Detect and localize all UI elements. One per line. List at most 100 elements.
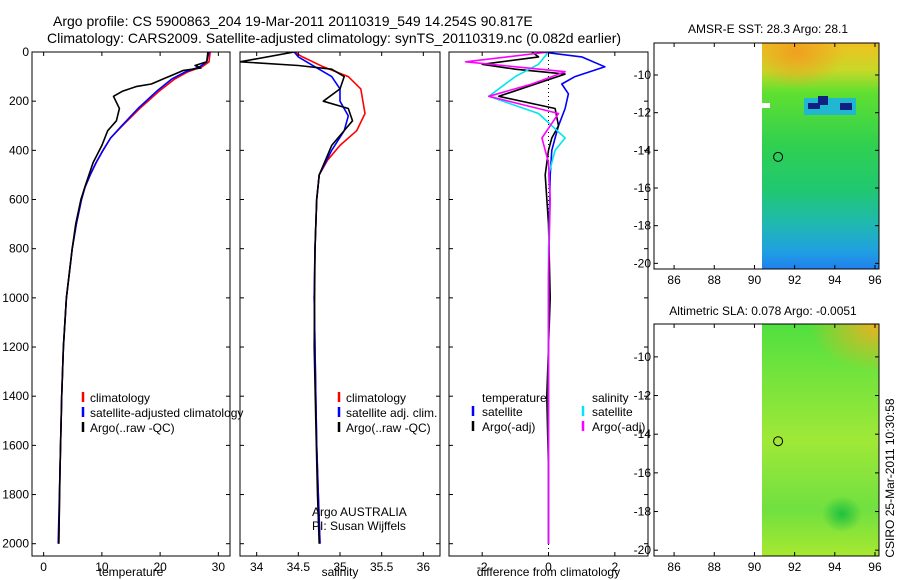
map-y-tick-label: -18 <box>634 505 652 519</box>
sst-map-title: AMSR-E SST: 28.3 Argo: 28.1 <box>688 22 848 36</box>
legend-entry: Argo(..raw -QC) <box>346 421 431 435</box>
legend-entry: satellite <box>482 405 523 419</box>
plot-frame <box>239 51 441 557</box>
map-y-tick-label: -12 <box>634 106 652 120</box>
map-x-tick-label: 92 <box>788 560 802 574</box>
map-y-tick-label: -14 <box>634 427 652 441</box>
legend-entry: satellite <box>592 405 633 419</box>
x-tick-label: 0 <box>40 560 47 574</box>
series-line-salinity-argo-adj- <box>464 52 566 544</box>
legend-entry: Argo(-adj) <box>482 420 535 434</box>
y-tick-label: 1600 <box>2 438 29 452</box>
map-y-tick-label: -14 <box>634 143 652 157</box>
x-tick-label: 2 <box>611 560 618 574</box>
map-x-tick-label: 88 <box>708 560 722 574</box>
sst-axis-ticks: 86 88 90 92 94 96 -10 -12 -14 -16 -18 -20 <box>634 43 882 287</box>
x-tick-label: 0 <box>545 560 552 574</box>
map-y-tick-label: -10 <box>634 68 652 82</box>
legend-entry: climatology <box>90 391 150 405</box>
x-axis-label: difference from climatology <box>477 565 620 579</box>
x-tick-label: 36 <box>417 560 431 574</box>
sla-map-title: Altimetric SLA: 0.078 Argo: -0.0051 <box>669 304 857 318</box>
sla-axis-ticks: 86 88 90 92 94 96 -10 -12 -14 -16 -18 -20 <box>634 324 882 574</box>
legend-entry: climatology <box>346 391 406 405</box>
sst-cold-pixel <box>840 103 852 110</box>
map-y-tick-label: -20 <box>634 256 652 270</box>
y-tick-label: 1200 <box>2 340 29 354</box>
x-tick-label: 20 <box>153 560 167 574</box>
x-tick-label: 30 <box>212 560 226 574</box>
legend-entry: satellite adj. clim. <box>346 406 437 420</box>
map-x-tick-label: 96 <box>868 273 882 287</box>
series-line-argo-raw-qc- <box>240 52 354 544</box>
sst-map-frame <box>653 42 880 270</box>
map-y-tick-label: -10 <box>634 350 652 364</box>
y-tick-label: 0 <box>22 45 29 59</box>
series-group <box>240 52 366 544</box>
sst-warm-patch <box>762 43 879 133</box>
map-x-tick-label: 94 <box>828 560 842 574</box>
x-tick-label: -2 <box>477 560 488 574</box>
map-y-tick-label: -20 <box>634 543 652 557</box>
y-tick-label: 1000 <box>2 291 29 305</box>
sst-map-panel: AMSR-E SST: 28.3 Argo: 28.1 86 88 90 92 94 96… <box>634 22 882 287</box>
sla-argo-marker <box>773 436 784 447</box>
legend-header: temperature <box>482 391 547 405</box>
series-group <box>57 52 211 544</box>
map-x-tick-label: 86 <box>667 273 681 287</box>
series-line-satellite-adj-clim- <box>293 52 350 544</box>
salinity-profile-panel: 34 34.5 35 35.5 36 salinity climatologysatelli… <box>239 51 441 579</box>
sla-map-panel: Altimetric SLA: 0.078 Argo: -0.0051 86 88… <box>634 304 882 574</box>
temperature-profile-panel: 0 10 20 30 0 200 400 600 800 1000 1200 1400 1600 1800… <box>2 45 243 579</box>
map-x-tick-label: 92 <box>788 273 802 287</box>
plot-frame <box>31 51 231 557</box>
map-y-tick-label: -12 <box>634 389 652 403</box>
sst-argo-marker <box>773 151 784 162</box>
map-x-tick-label: 90 <box>748 273 762 287</box>
y-tick-label: 1800 <box>2 488 29 502</box>
figure-title-line1: Argo profile: CS 5900863_204 19-Mar-2011… <box>53 13 533 29</box>
figure-title-line2: Climatology: CARS2009. Satellite-adjuste… <box>47 30 621 46</box>
y-tick-label: 200 <box>9 94 29 108</box>
series-line-climatology <box>293 52 366 544</box>
map-x-tick-label: 96 <box>868 560 882 574</box>
y-tick-label: 2000 <box>2 537 29 551</box>
map-x-tick-label: 86 <box>667 560 681 574</box>
x-tick-label: 10 <box>95 560 109 574</box>
sst-cold-band <box>804 98 856 115</box>
x-axis-label: temperature <box>99 565 164 579</box>
x-tick-label: 35.5 <box>370 560 394 574</box>
map-x-tick-label: 94 <box>828 273 842 287</box>
sst-missing-patch <box>762 103 770 108</box>
legend-entry: satellite-adjusted climatology <box>90 406 243 420</box>
legend-header: salinity <box>592 391 629 405</box>
footer-credit: CSIRO 25-Mar-2011 10:30:58 <box>883 398 897 558</box>
map-x-tick-label: 88 <box>708 273 722 287</box>
map-x-tick-label: 90 <box>748 560 762 574</box>
sst-cold-pixel <box>808 103 820 109</box>
y-tick-label: 1400 <box>2 389 29 403</box>
x-axis-label: salinity <box>322 565 359 579</box>
y-tick-label: 400 <box>9 143 29 157</box>
series-line-climatology <box>58 52 211 544</box>
series-line-salinity-satellite <box>487 52 566 544</box>
x-tick-label: 34 <box>250 560 264 574</box>
x-tick-label: 35 <box>333 560 347 574</box>
sst-cold-pixel <box>818 96 828 105</box>
y-tick-label: 800 <box>9 242 29 256</box>
annotation-text: PI: Susan Wijffels <box>312 519 406 533</box>
series-line-argo-raw-qc- <box>58 52 209 544</box>
series-line-satellite-adjusted-climatology <box>57 52 210 544</box>
map-y-tick-label: -16 <box>634 466 652 480</box>
map-y-tick-label: -16 <box>634 181 652 195</box>
annotation-text: Argo AUSTRALIA <box>312 505 407 519</box>
legend-entry: Argo(..raw -QC) <box>90 421 175 435</box>
sla-high-patch <box>762 324 879 404</box>
y-tick-label: 600 <box>9 193 29 207</box>
legend-entry: Argo(-adj) <box>592 420 645 434</box>
map-y-tick-label: -18 <box>634 219 652 233</box>
x-tick-label: 34.5 <box>287 560 311 574</box>
sla-low-patch <box>822 496 862 532</box>
